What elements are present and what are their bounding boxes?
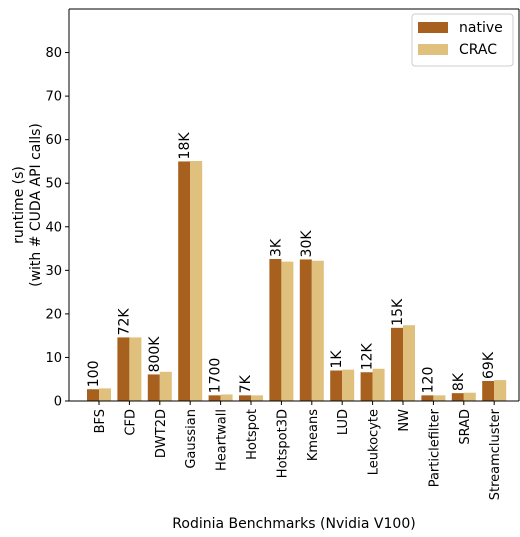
- api-call-count-label: 120: [420, 367, 436, 394]
- bar-native-lud: [330, 370, 343, 401]
- x-axis-label: Rodinia Benchmarks (Nvidia V100): [172, 516, 415, 532]
- y-tick-label: 0: [54, 395, 62, 410]
- bar-native-hotspot3d: [269, 259, 282, 401]
- bar-crac-srad: [463, 392, 476, 401]
- bar-native-heartwall: [208, 395, 221, 401]
- api-call-count-label: 69K: [481, 351, 497, 379]
- y-tick-label: 60: [45, 133, 62, 148]
- api-call-count-label: 12K: [360, 342, 376, 370]
- x-tick-label: Streamcluster: [488, 408, 503, 500]
- x-tick-label: Hotspot3D: [275, 409, 290, 478]
- api-call-count-label: 3K: [268, 238, 284, 257]
- api-call-count-label: 30K: [299, 230, 315, 258]
- bar-crac-leukocyte: [372, 368, 385, 401]
- x-tick-label: SRAD: [458, 409, 473, 445]
- x-tick-label: LUD: [336, 409, 351, 435]
- api-call-count-label: 8K: [451, 372, 467, 391]
- bar-crac-cfd: [129, 337, 142, 401]
- bar-crac-nw: [403, 325, 415, 401]
- legend-label: CRAC: [459, 42, 497, 58]
- x-tick-label: Heartwall: [215, 409, 230, 471]
- y-axis-label: runtime (s): [11, 166, 27, 244]
- api-call-count-label: 1K: [329, 350, 345, 369]
- api-call-count-label: 100: [86, 361, 102, 388]
- x-tick-label: Leukocyte: [367, 409, 382, 475]
- y-tick-label: 70: [45, 90, 62, 105]
- bar-crac-hotspot: [251, 395, 263, 401]
- bar-crac-particlefilter: [433, 395, 446, 401]
- bar-crac-dwt2d: [159, 371, 172, 401]
- bar-crac-hotspot3d: [281, 261, 294, 401]
- bar-native-bfs: [87, 389, 99, 401]
- y-tick-label: 40: [45, 220, 62, 235]
- bar-native-dwt2d: [147, 374, 160, 401]
- bar-native-srad: [451, 393, 464, 401]
- x-tick-label: Gaussian: [184, 409, 199, 469]
- bar-native-gaussian: [178, 161, 191, 401]
- y-tick-label: 80: [45, 46, 62, 61]
- bar-crac-heartwall: [220, 394, 233, 401]
- x-tick-label: NW: [397, 409, 412, 432]
- y-tick-label: 10: [45, 351, 62, 366]
- y-tick-label: 20: [45, 307, 62, 322]
- x-tick-label: Particlefilter: [427, 408, 442, 487]
- api-call-count-label: 72K: [116, 308, 132, 336]
- bar-crac-lud: [342, 369, 355, 401]
- x-tick-label: Kmeans: [306, 409, 321, 461]
- legend-label: native: [459, 20, 503, 36]
- api-call-count-label: 800K: [147, 336, 163, 373]
- y-tick-label: 30: [45, 264, 62, 279]
- bar-native-kmeans: [299, 259, 312, 401]
- api-call-count-label: 18K: [177, 132, 193, 160]
- y-axis-label-subtitle: (with # CUDA API calls): [28, 123, 44, 287]
- bar-crac-kmeans: [311, 260, 324, 401]
- x-tick-label: BFS: [93, 409, 108, 433]
- legend-swatch-crac: [418, 44, 448, 55]
- legend-swatch-native: [418, 22, 448, 33]
- bar-crac-gaussian: [190, 161, 203, 401]
- bar-native-hotspot: [239, 395, 251, 401]
- x-tick-label: CFD: [123, 409, 138, 436]
- bar-native-particlefilter: [421, 395, 434, 401]
- api-call-count-label: 7K: [238, 374, 254, 393]
- bar-native-leukocyte: [360, 372, 373, 401]
- bar-crac-streamcluster: [494, 380, 507, 401]
- api-call-count-label: 1700: [208, 358, 224, 394]
- bar-native-nw: [391, 327, 403, 401]
- x-tick-label: DWT2D: [154, 409, 169, 458]
- bar-native-streamcluster: [482, 380, 495, 401]
- bar-crac-bfs: [99, 388, 111, 401]
- x-tick-label: Hotspot: [245, 409, 260, 460]
- api-call-count-label: 15K: [390, 298, 406, 326]
- bar-native-cfd: [117, 337, 130, 401]
- y-tick-label: 50: [45, 177, 62, 192]
